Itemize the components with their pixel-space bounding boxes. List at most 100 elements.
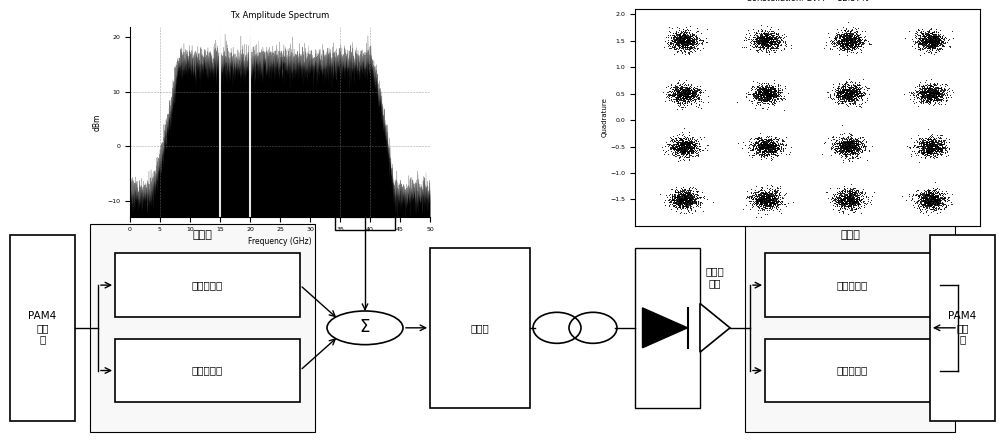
- Point: [924, 138, 940, 145]
- Point: [675, 149, 691, 156]
- Point: [836, 135, 852, 142]
- Point: [675, 89, 691, 97]
- Point: [840, 146, 856, 153]
- Point: [831, 88, 847, 95]
- Point: [915, 146, 931, 153]
- Point: [913, 142, 929, 149]
- Point: [671, 43, 687, 51]
- Point: [676, 194, 692, 202]
- Point: [762, 195, 778, 202]
- Point: [833, 88, 849, 95]
- Point: [764, 196, 780, 203]
- Point: [758, 89, 774, 96]
- Point: [860, 193, 876, 200]
- Point: [765, 143, 781, 150]
- Point: [672, 197, 688, 204]
- Point: [851, 85, 867, 93]
- Point: [674, 94, 690, 101]
- Point: [827, 35, 843, 43]
- Point: [841, 82, 857, 89]
- Point: [661, 92, 677, 99]
- Point: [917, 140, 933, 148]
- Point: [924, 37, 940, 44]
- Point: [836, 195, 852, 202]
- Point: [845, 150, 861, 157]
- Point: [756, 190, 772, 197]
- Point: [747, 141, 763, 148]
- Point: [674, 141, 690, 148]
- Point: [671, 93, 687, 101]
- Point: [835, 39, 851, 47]
- Point: [757, 89, 773, 97]
- Point: [748, 91, 764, 98]
- Point: [837, 191, 853, 198]
- Point: [677, 32, 693, 39]
- Point: [847, 33, 863, 40]
- Point: [837, 199, 853, 206]
- Point: [688, 141, 704, 148]
- Point: [680, 26, 696, 33]
- Point: [848, 94, 864, 101]
- Point: [759, 148, 775, 155]
- Point: [837, 35, 853, 42]
- Point: [859, 95, 875, 102]
- Point: [676, 145, 692, 152]
- Point: [669, 35, 685, 42]
- Point: [683, 84, 699, 91]
- Point: [679, 201, 695, 208]
- Point: [923, 97, 939, 104]
- Point: [838, 37, 854, 44]
- Point: [670, 93, 686, 101]
- Point: [759, 184, 775, 191]
- Point: [763, 149, 779, 156]
- Point: [661, 199, 677, 206]
- Point: [921, 190, 937, 198]
- Point: [833, 139, 849, 146]
- Point: [926, 93, 942, 101]
- Point: [662, 91, 678, 98]
- Point: [844, 142, 860, 149]
- Point: [763, 205, 779, 212]
- Point: [841, 198, 857, 206]
- Point: [828, 93, 844, 100]
- Point: [745, 189, 761, 196]
- Point: [669, 139, 685, 146]
- Point: [755, 139, 771, 146]
- Point: [681, 196, 697, 203]
- Point: [840, 41, 856, 48]
- Point: [759, 87, 775, 94]
- Point: [926, 41, 942, 48]
- Point: [671, 200, 687, 207]
- Point: [762, 95, 778, 102]
- Point: [918, 89, 934, 96]
- Point: [844, 131, 860, 138]
- Point: [668, 144, 684, 151]
- Point: [918, 190, 934, 198]
- Point: [845, 143, 861, 150]
- Point: [903, 150, 919, 157]
- Point: [837, 194, 853, 202]
- Point: [921, 39, 937, 46]
- Point: [933, 145, 949, 152]
- Point: [922, 34, 938, 41]
- Point: [915, 146, 931, 153]
- Point: [929, 39, 945, 47]
- Point: [829, 25, 845, 32]
- Point: [743, 86, 759, 93]
- Point: [675, 39, 691, 46]
- Point: [843, 136, 859, 144]
- Point: [749, 33, 765, 40]
- Point: [683, 93, 699, 101]
- Point: [929, 89, 945, 96]
- Point: [683, 35, 699, 42]
- Point: [760, 133, 776, 140]
- Point: [927, 36, 943, 43]
- Point: [843, 191, 859, 198]
- Point: [686, 96, 702, 103]
- Point: [677, 39, 693, 46]
- Point: [675, 198, 691, 205]
- Point: [837, 40, 853, 47]
- Point: [663, 83, 679, 90]
- Point: [819, 188, 835, 195]
- Point: [917, 195, 933, 202]
